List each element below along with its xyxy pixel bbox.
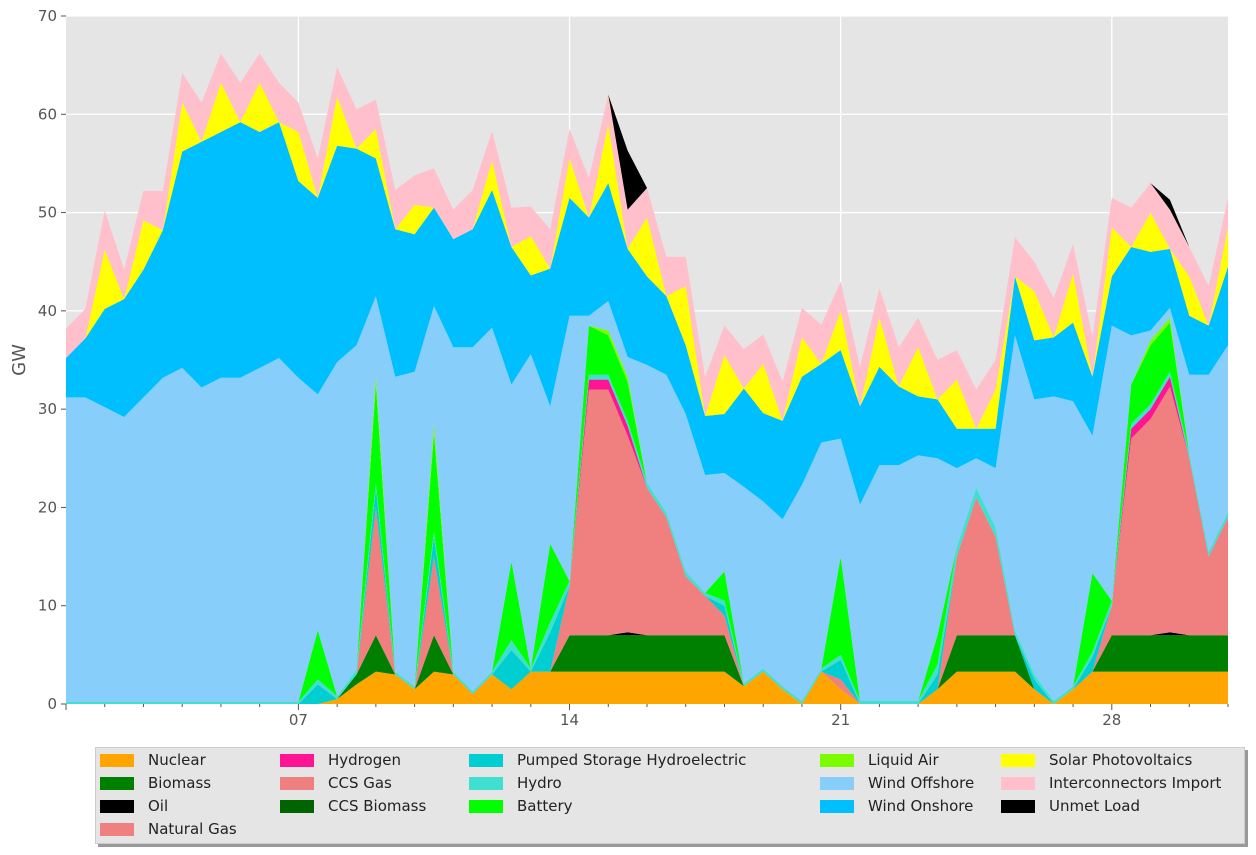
legend-item-nuclear: Nuclear: [100, 750, 206, 770]
legend-swatch: [100, 799, 134, 813]
legend-label: Solar Photovoltaics: [1049, 751, 1193, 769]
area-natural-gas: [66, 386, 1228, 704]
x-tick-label: 07: [289, 711, 308, 729]
legend-swatch: [820, 753, 854, 767]
area-wind-offshore: [66, 296, 1228, 703]
legend-item-oil: Oil: [100, 796, 168, 816]
y-tick-label: 70: [38, 7, 57, 25]
area-biomass: [66, 635, 1228, 704]
legend-swatch: [1001, 799, 1035, 813]
legend-item-solar-photovoltaics: Solar Photovoltaics: [1001, 750, 1192, 770]
area-wind-onshore: [66, 122, 1228, 520]
y-tick-label: 40: [38, 302, 57, 320]
legend-label: Wind Offshore: [868, 774, 975, 792]
legend-label: Natural Gas: [148, 820, 237, 838]
legend-label: CCS Gas: [328, 774, 392, 792]
legend-swatch: [1001, 753, 1035, 767]
legend-swatch: [100, 822, 134, 836]
legend-label: Hydro: [517, 774, 562, 792]
legend-label: Nuclear: [148, 751, 206, 769]
y-tick-label: 30: [38, 400, 57, 418]
y-axis: 0 10 20 30 40 50 60 70: [38, 7, 66, 713]
legend-item-natural-gas: Natural Gas: [100, 819, 237, 839]
legend-swatch: [280, 776, 314, 790]
legend-swatch: [469, 776, 503, 790]
legend-label: Liquid Air: [868, 751, 939, 769]
legend-item-wind-onshore: Wind Onshore: [820, 796, 973, 816]
legend-swatch: [100, 776, 134, 790]
legend-swatch: [100, 753, 134, 767]
legend-label: Hydrogen: [328, 751, 401, 769]
legend-swatch: [820, 776, 854, 790]
y-tick-label: 60: [38, 105, 57, 123]
x-tick-label: 28: [1102, 711, 1121, 729]
legend-label: Oil: [148, 797, 169, 815]
legend-swatch: [469, 753, 503, 767]
legend: Nuclear Biomass Oil Natural Gas Hydrogen CCS …: [95, 747, 1245, 844]
legend-item-battery: Battery: [469, 796, 573, 816]
legend-swatch: [820, 799, 854, 813]
legend-label: Interconnectors Import: [1049, 774, 1222, 792]
area-interconnectors-import: [66, 53, 1228, 429]
legend-label: Battery: [517, 797, 573, 815]
y-tick-label: 0: [47, 695, 57, 713]
legend-item-pumped-storage-hydroelectric: Pumped Storage Hydroelectric: [469, 750, 746, 770]
legend-item-hydrogen: Hydrogen: [280, 750, 401, 770]
legend-item-ccs-biomass: CCS Biomass: [280, 796, 426, 816]
legend-label: Wind Onshore: [868, 797, 974, 815]
legend-item-interconnectors-import: Interconnectors Import: [1001, 773, 1221, 793]
x-tick-label: 14: [560, 711, 579, 729]
legend-item-wind-offshore: Wind Offshore: [820, 773, 974, 793]
legend-item-ccs-gas: CCS Gas: [280, 773, 392, 793]
legend-swatch: [280, 799, 314, 813]
legend-label: Biomass: [148, 774, 212, 792]
legend-item-unmet-load: Unmet Load: [1001, 796, 1140, 816]
x-tick-label: 21: [831, 711, 850, 729]
legend-swatch: [469, 799, 503, 813]
legend-label: CCS Biomass: [328, 797, 427, 815]
legend-swatch: [1001, 776, 1035, 790]
legend-swatch: [280, 753, 314, 767]
area-series: [66, 53, 1228, 704]
y-tick-label: 20: [38, 498, 57, 516]
legend-item-hydro: Hydro: [469, 773, 562, 793]
x-axis: 07 14 21 28: [65, 704, 1229, 729]
area-nuclear: [66, 671, 1228, 704]
area-solar-photovoltaics: [66, 82, 1228, 429]
legend-label: Unmet Load: [1049, 797, 1140, 815]
legend-label: Pumped Storage Hydroelectric: [517, 751, 747, 769]
y-axis-label: GW: [9, 344, 30, 376]
y-tick-label: 50: [38, 204, 57, 222]
legend-item-liquid-air: Liquid Air: [820, 750, 939, 770]
y-tick-label: 10: [38, 597, 57, 615]
legend-item-biomass: Biomass: [100, 773, 211, 793]
